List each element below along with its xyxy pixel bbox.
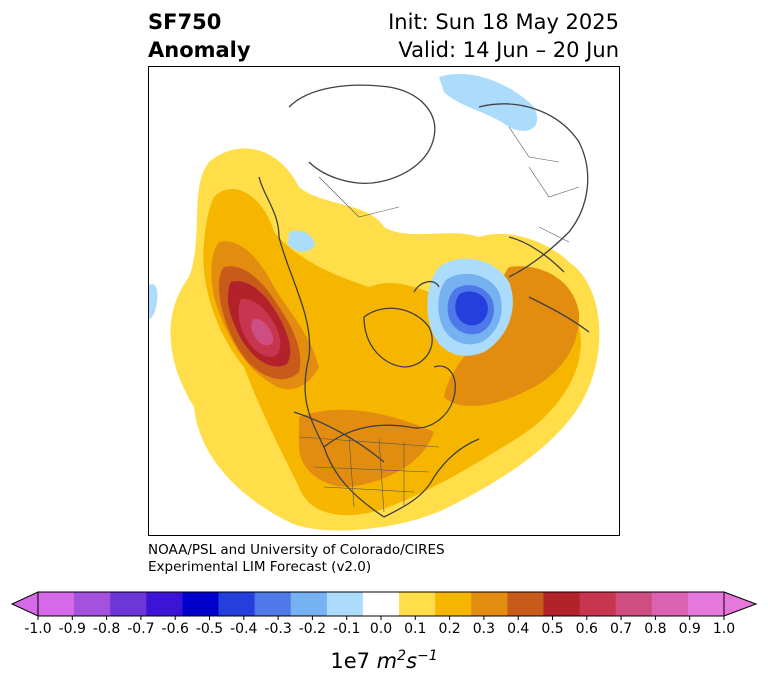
anomaly-contour-0.7 (251, 318, 274, 346)
colorbar-segment (326, 592, 364, 616)
colorbar-tick-label: 0.4 (507, 621, 529, 635)
valid-date: Valid: 14 Jun – 20 Jun (398, 38, 619, 62)
colorbar-tick-label: 0.0 (370, 621, 392, 635)
colorbar-segment (74, 592, 111, 616)
credit-line-1: NOAA/PSL and University of Colorado/CIRE… (148, 542, 445, 558)
colorbar-under-arrow (10, 591, 39, 617)
anomaly-contour-0.3-c (444, 266, 580, 407)
colorbar-segment (146, 592, 183, 616)
credit-text: NOAA/PSL and University of Colorado/CIRE… (148, 542, 445, 576)
colorbar-tick-label: -1.0 (24, 621, 51, 635)
coastlines (258, 84, 590, 518)
colorbar-segment (615, 592, 653, 616)
colorbar-tick-label: -0.1 (333, 621, 360, 635)
colorbar-tick-label: 0.6 (576, 621, 598, 635)
colorbar-tick-label: -0.7 (127, 621, 154, 635)
colorbar-tick-label: 0.3 (473, 621, 495, 635)
colorbar-segment (687, 592, 725, 616)
colorbar-tick-label: 0.8 (644, 621, 666, 635)
colorbar-segment (435, 592, 472, 616)
colorbar-segment (399, 592, 436, 616)
forecast-dates: Init: Sun 18 May 2025 Valid: 14 Jun – 20… (388, 8, 619, 64)
colorbar-segment (471, 592, 508, 616)
colorbar-tick-label: -0.4 (230, 621, 257, 635)
init-date: Init: Sun 18 May 2025 (388, 10, 619, 34)
colorbar: -1.0 -0.9 -0.8 -0.7 -0.6 -0.5 -0.4 -0.3 -0.2 -0.1… (10, 591, 758, 635)
colorbar-tick-label: 0.5 (541, 621, 563, 635)
anomaly-contour-neg-0.4 (455, 291, 488, 326)
colorbar-segment (38, 592, 75, 616)
map-panel (148, 66, 620, 536)
colorbar-segment (362, 592, 400, 616)
colorbar-over-arrow (723, 591, 758, 617)
arctic-low-anomaly (439, 73, 538, 131)
colorbar-segment (543, 592, 581, 616)
title-line-2: Anomaly (148, 38, 251, 62)
map-title: SF750 Anomaly (148, 8, 251, 64)
credit-line-2: Experimental LIM Forecast (v2.0) (148, 559, 372, 575)
west-edge-low-anomaly (149, 283, 158, 319)
colorbar-segment (254, 592, 292, 616)
colorbar-segment (182, 592, 220, 616)
colorbar-segment (579, 592, 617, 616)
anomaly-contour-0.2 (203, 189, 581, 516)
political-borders (298, 126, 580, 513)
colorbar-tick-label: -0.9 (59, 621, 86, 635)
anomaly-map (149, 73, 600, 531)
colorbar-tick-label: -0.3 (264, 621, 291, 635)
colorbar-tick-label: 0.9 (679, 621, 701, 635)
colorbar-unit-label: 1e7 m2s−1 (330, 648, 438, 673)
colorbar-tick-label: -0.2 (299, 621, 326, 635)
colorbar-segment (218, 592, 256, 616)
colorbar-tick-label: 1.0 (713, 621, 735, 635)
colorbar-tick-label: 0.7 (610, 621, 632, 635)
colorbar-tick-label: -0.5 (196, 621, 223, 635)
colorbar-segment (507, 592, 544, 616)
colorbar-segment (110, 592, 147, 616)
colorbar-tick-label: -0.8 (93, 621, 120, 635)
colorbar-tick-label: 0.2 (438, 621, 460, 635)
small-low-anomaly (288, 230, 315, 252)
colorbar-tick-label: -0.6 (162, 621, 189, 635)
colorbar-segment (651, 592, 689, 616)
title-line-1: SF750 (148, 10, 222, 34)
colorbar-segment (290, 592, 328, 616)
colorbar-tick-label: 0.1 (404, 621, 426, 635)
